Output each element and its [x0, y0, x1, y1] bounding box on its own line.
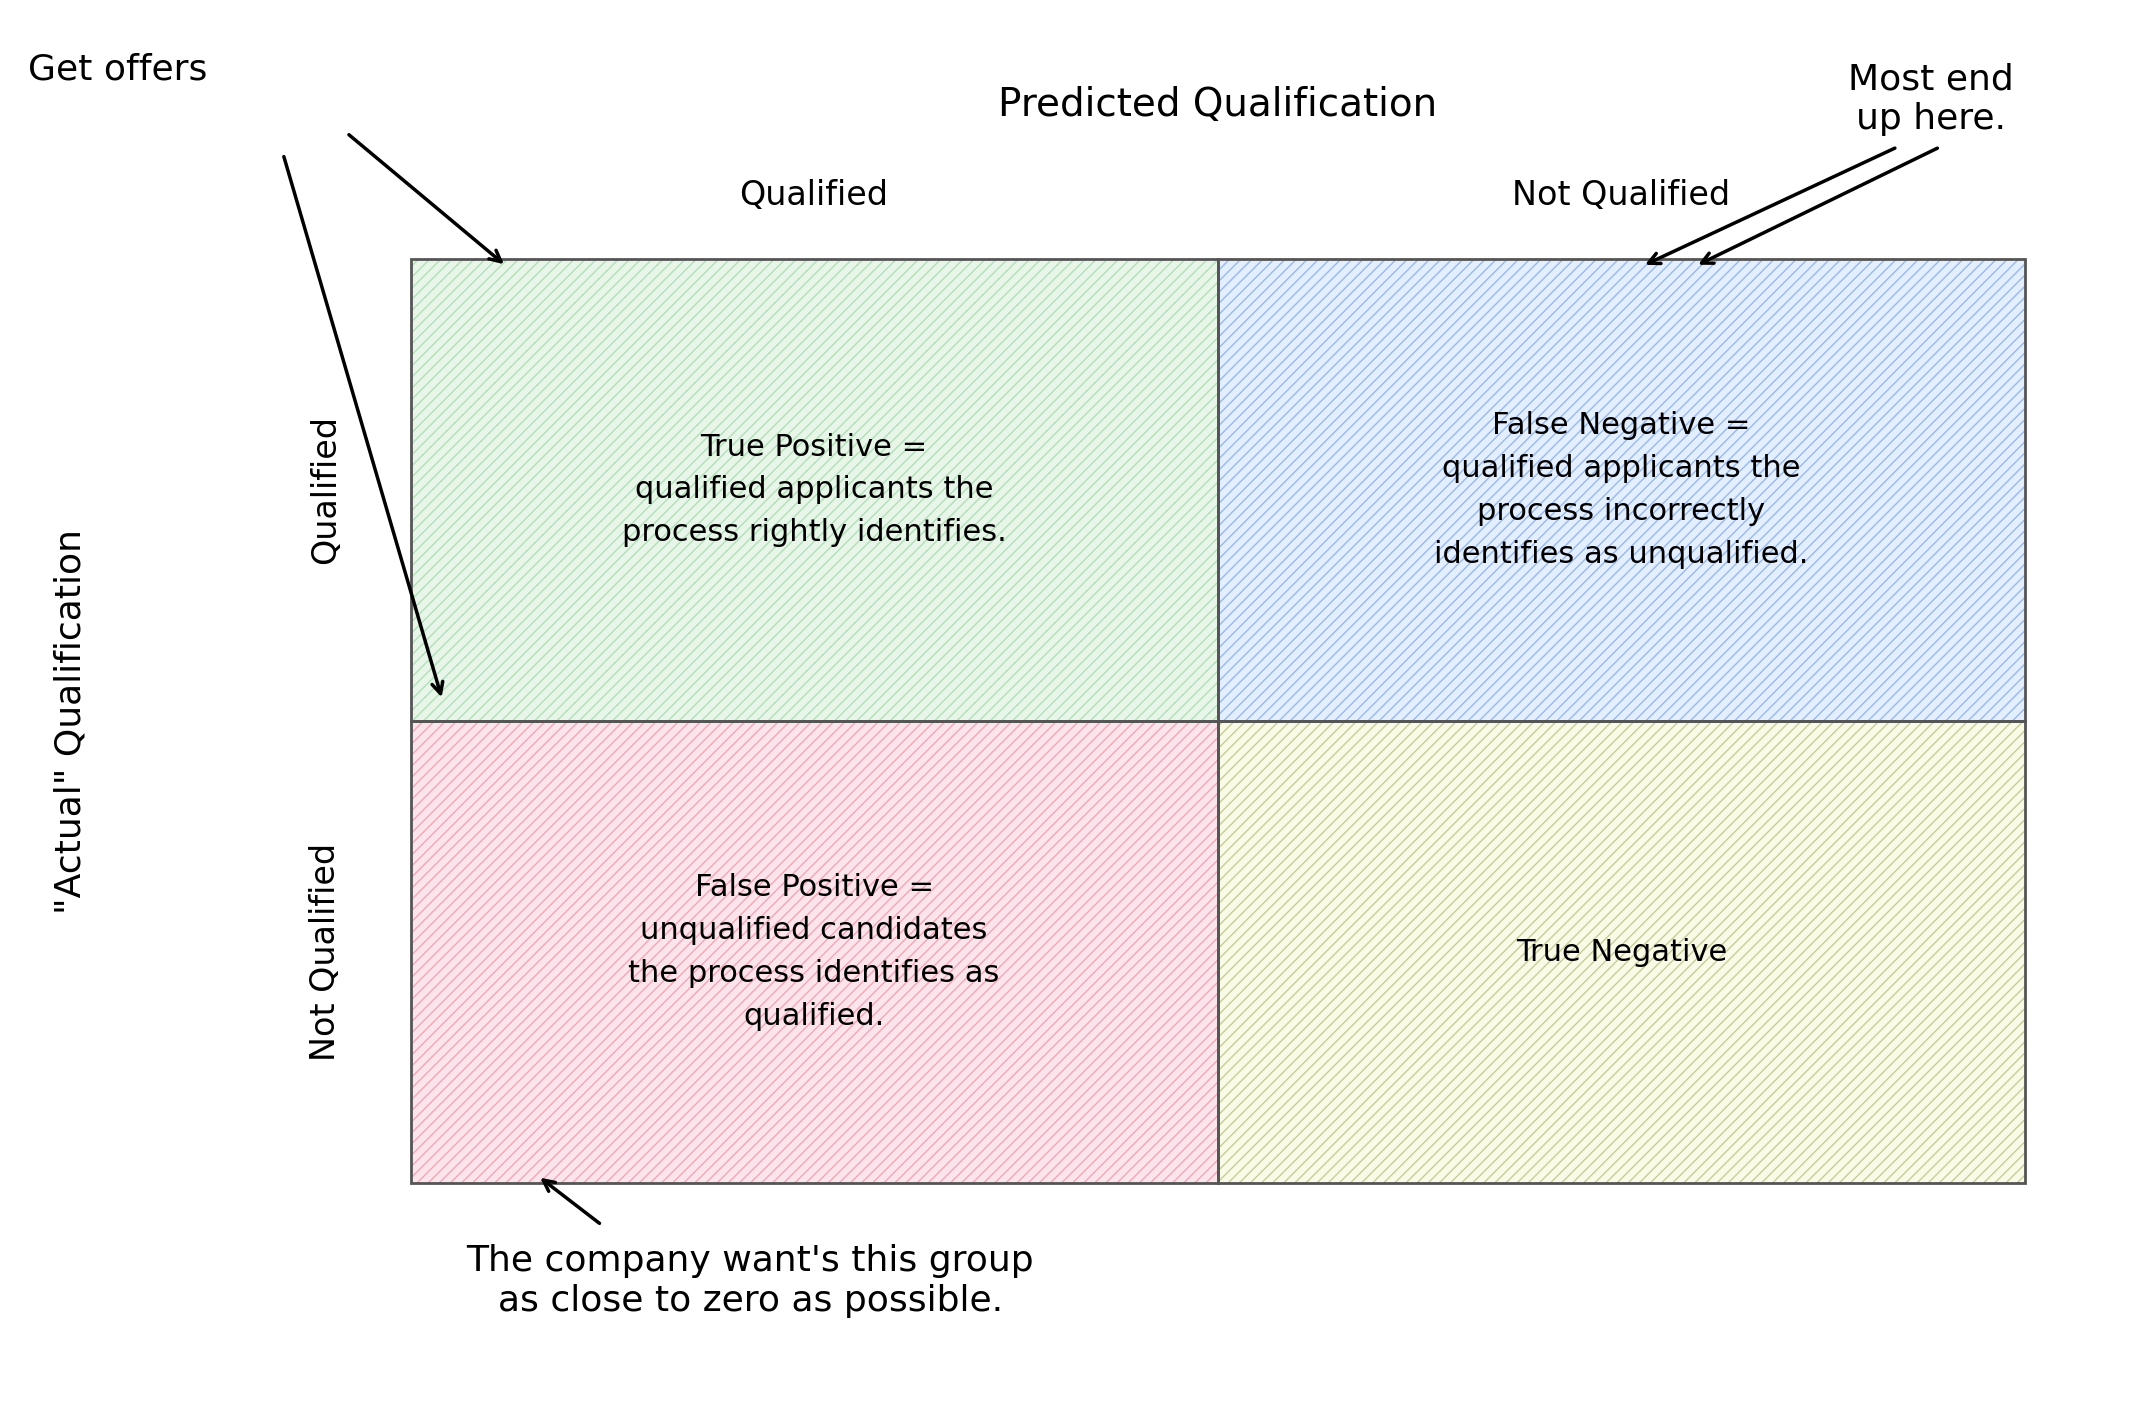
Bar — [410, 259, 1219, 721]
Bar — [410, 259, 1219, 721]
Bar — [1219, 721, 2025, 1184]
Bar — [410, 259, 1219, 721]
Bar — [410, 721, 1219, 1184]
Bar — [410, 721, 1219, 1184]
Text: False Positive =
unqualified candidates
the process identifies as
qualified.: False Positive = unqualified candidates … — [629, 874, 1001, 1031]
Text: Most end
up here.: Most end up here. — [1849, 64, 2014, 136]
Bar — [410, 721, 1219, 1184]
Text: Qualified: Qualified — [740, 180, 889, 212]
Text: Not Qualified: Not Qualified — [310, 843, 342, 1060]
Bar — [1219, 721, 2025, 1184]
Bar — [1219, 259, 2025, 721]
Bar — [1219, 721, 2025, 1184]
Bar — [1219, 259, 2025, 721]
Text: True Negative: True Negative — [1516, 937, 1728, 967]
Bar — [1219, 259, 2025, 721]
Text: True Positive =
qualified applicants the
process rightly identifies.: True Positive = qualified applicants the… — [622, 433, 1007, 547]
Text: The company want's this group
as close to zero as possible.: The company want's this group as close t… — [466, 1244, 1035, 1318]
Text: False Negative =
qualified applicants the
process incorrectly
identifies as unqu: False Negative = qualified applicants th… — [1435, 411, 1809, 568]
Text: Qualified: Qualified — [310, 416, 342, 564]
Text: Get offers: Get offers — [28, 52, 207, 86]
Text: "Actual" Qualification: "Actual" Qualification — [53, 529, 88, 913]
Text: Not Qualified: Not Qualified — [1512, 180, 1730, 212]
Text: Predicted Qualification: Predicted Qualification — [998, 86, 1437, 124]
